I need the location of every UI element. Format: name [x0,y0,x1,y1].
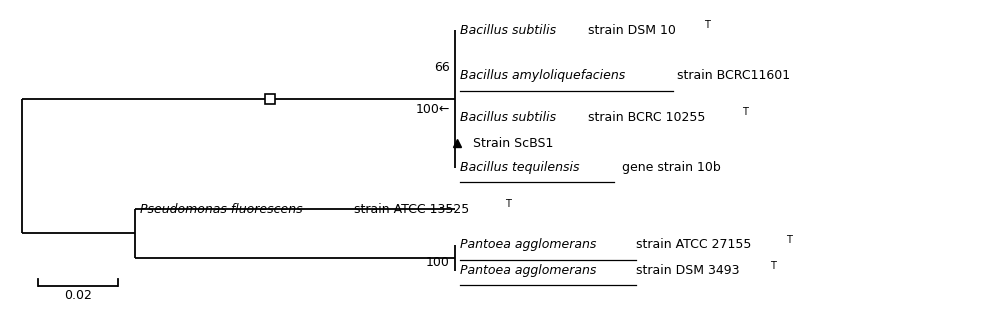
Text: strain DSM 10: strain DSM 10 [584,24,676,37]
Text: gene strain 10b: gene strain 10b [614,161,721,174]
Text: Strain ScBS1: Strain ScBS1 [473,137,553,150]
Text: Bacillus tequilensis: Bacillus tequilensis [460,161,580,174]
Text: T: T [771,261,776,271]
Text: 100←: 100← [416,103,450,116]
Text: T: T [786,235,792,245]
Text: 66: 66 [434,60,450,74]
Text: 100: 100 [426,256,450,269]
Text: Pseudomonas fluorescens: Pseudomonas fluorescens [140,203,303,215]
Text: Pantoea agglomerans: Pantoea agglomerans [460,264,596,277]
Text: strain BCRC11601: strain BCRC11601 [673,69,790,83]
Text: strain ATCC 27155: strain ATCC 27155 [636,238,751,251]
Text: strain DSM 3493: strain DSM 3493 [636,264,739,277]
Text: 0.02: 0.02 [64,289,92,302]
Text: Bacillus amyloliquefaciens: Bacillus amyloliquefaciens [460,69,625,83]
Text: strain ATCC 13525: strain ATCC 13525 [350,203,469,215]
Text: T: T [704,20,709,30]
Text: T: T [505,199,511,209]
Text: strain BCRC 10255: strain BCRC 10255 [584,111,705,124]
Text: Pantoea agglomerans: Pantoea agglomerans [460,238,596,251]
Text: Bacillus subtilis: Bacillus subtilis [460,24,556,37]
Text: T: T [742,107,748,117]
Text: Bacillus subtilis: Bacillus subtilis [460,111,556,124]
